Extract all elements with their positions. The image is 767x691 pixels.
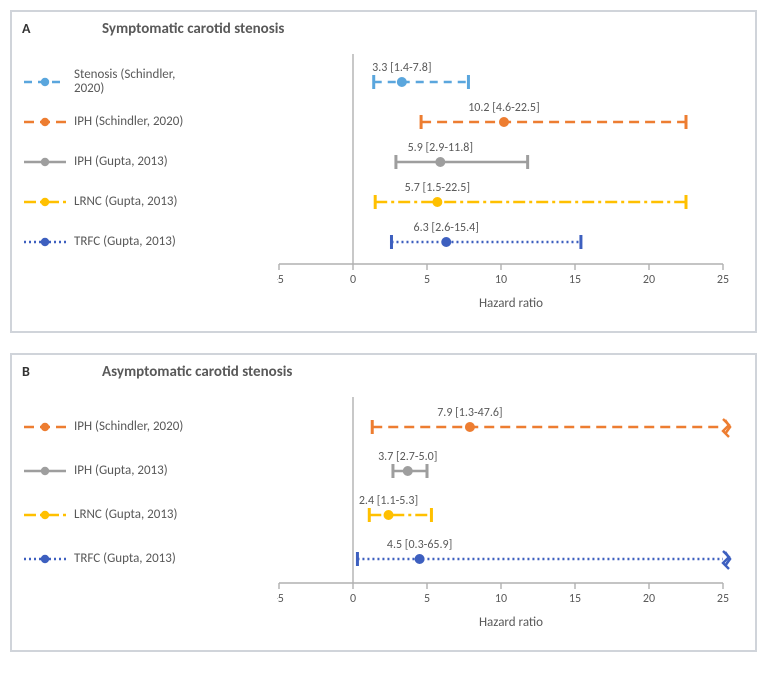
- panel-b-legend: IPH (Schindler, 2020) IPH (Gupta, 2013) …: [22, 387, 277, 630]
- panel-a-header: A Symptomatic carotid stenosis: [22, 20, 745, 44]
- svg-text:4.5 [0.3-65.9]: 4.5 [0.3-65.9]: [387, 538, 452, 552]
- legend-item: IPH (Gupta, 2013): [22, 449, 277, 493]
- legend-item: TRFC (Gupta, 2013): [22, 222, 277, 262]
- panel-b-plot: -5 0 5 10 15 20 25 7.9 [1.3-47.6] 3.7 [2.7-5.0] 2…: [277, 387, 745, 630]
- panel-b: B Asymptomatic carotid stenosis IPH (Sch…: [10, 353, 757, 652]
- svg-text:10: 10: [495, 273, 507, 287]
- panel-b-chart: IPH (Schindler, 2020) IPH (Gupta, 2013) …: [22, 387, 745, 630]
- svg-text:5: 5: [424, 592, 430, 606]
- legend-label: IPH (Schindler, 2020): [74, 115, 183, 129]
- panel-a-xlabel: Hazard ratio: [277, 296, 745, 311]
- panel-a-plot: -5 0 5 10 15 20 25 3.3 [1.4-7.8] 10.2 [4.6-22.5]…: [277, 44, 745, 311]
- legend-item: LRNC (Gupta, 2013): [22, 182, 277, 222]
- svg-text:2.4 [1.1-5.3]: 2.4 [1.1-5.3]: [359, 494, 418, 508]
- svg-text:0: 0: [350, 592, 356, 606]
- svg-text:7.9 [1.3-47.6]: 7.9 [1.3-47.6]: [437, 406, 502, 420]
- legend-label: Stenosis (Schindler,2020): [74, 68, 175, 95]
- panel-a-title: Symptomatic carotid stenosis: [102, 20, 745, 38]
- legend-label: LRNC (Gupta, 2013): [74, 508, 177, 522]
- svg-text:10.2 [4.6-22.5]: 10.2 [4.6-22.5]: [468, 101, 539, 115]
- svg-text:-5: -5: [277, 592, 284, 606]
- panel-a: A Symptomatic carotid stenosis Stenosis …: [10, 10, 757, 333]
- panel-b-letter: B: [22, 363, 30, 380]
- svg-text:10: 10: [495, 592, 507, 606]
- svg-text:20: 20: [643, 273, 655, 287]
- panel-a-svg: -5 0 5 10 15 20 25 3.3 [1.4-7.8] 10.2 [4.6-22.5]…: [277, 44, 737, 292]
- panel-b-xlabel: Hazard ratio: [277, 615, 745, 630]
- svg-text:3.3 [1.4-7.8]: 3.3 [1.4-7.8]: [372, 61, 431, 75]
- panel-b-header: B Asymptomatic carotid stenosis: [22, 363, 745, 387]
- legend-item: IPH (Schindler, 2020): [22, 405, 277, 449]
- legend-item: LRNC (Gupta, 2013): [22, 493, 277, 537]
- legend-label: TRFC (Gupta, 2013): [74, 552, 176, 566]
- legend-label: IPH (Gupta, 2013): [74, 464, 168, 478]
- legend-label: IPH (Gupta, 2013): [74, 155, 168, 169]
- panel-a-letter: A: [22, 20, 30, 37]
- panel-a-legend: Stenosis (Schindler,2020) IPH (Schindler…: [22, 44, 277, 311]
- svg-text:0: 0: [350, 273, 356, 287]
- legend-label: LRNC (Gupta, 2013): [74, 195, 177, 209]
- svg-text:25: 25: [717, 273, 729, 287]
- legend-label: IPH (Schindler, 2020): [74, 420, 183, 434]
- svg-text:5: 5: [424, 273, 430, 287]
- svg-text:5.9 [2.9-11.8]: 5.9 [2.9-11.8]: [408, 141, 473, 155]
- svg-text:25: 25: [717, 592, 729, 606]
- panel-a-chart: Stenosis (Schindler,2020) IPH (Schindler…: [22, 44, 745, 311]
- legend-item: TRFC (Gupta, 2013): [22, 537, 277, 581]
- legend-label: TRFC (Gupta, 2013): [74, 235, 176, 249]
- panel-b-svg: -5 0 5 10 15 20 25 7.9 [1.3-47.6] 3.7 [2.7-5.0] 2…: [277, 387, 737, 611]
- legend-item: IPH (Schindler, 2020): [22, 102, 277, 142]
- svg-text:20: 20: [643, 592, 655, 606]
- panel-b-title: Asymptomatic carotid stenosis: [102, 363, 745, 381]
- legend-item: IPH (Gupta, 2013): [22, 142, 277, 182]
- svg-text:-5: -5: [277, 273, 284, 287]
- svg-text:5.7 [1.5-22.5]: 5.7 [1.5-22.5]: [405, 181, 470, 195]
- svg-text:3.7 [2.7-5.0]: 3.7 [2.7-5.0]: [378, 450, 437, 464]
- legend-item: Stenosis (Schindler,2020): [22, 62, 277, 102]
- svg-text:15: 15: [569, 273, 581, 287]
- svg-text:6.3 [2.6-15.4]: 6.3 [2.6-15.4]: [414, 221, 479, 235]
- svg-text:15: 15: [569, 592, 581, 606]
